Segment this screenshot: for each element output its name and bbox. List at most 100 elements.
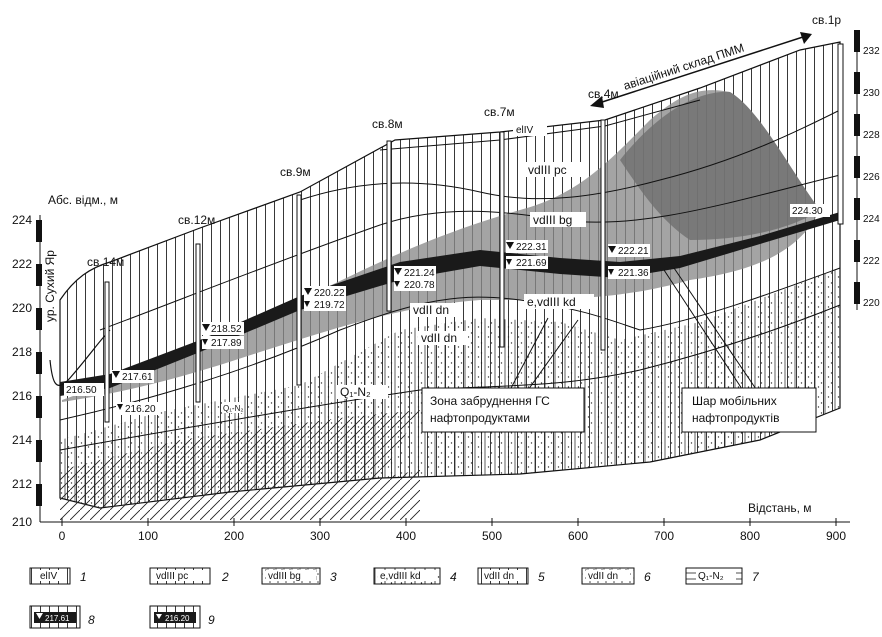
left-axis: 224 222 220 218 216 214 212 210 Абс. від… [12, 193, 118, 529]
well-name-9m: св.9м [280, 165, 311, 179]
svg-text:vdII dn: vdII dn [484, 571, 514, 582]
svg-text:5: 5 [538, 570, 545, 584]
layer-q-zone [60, 410, 420, 508]
svg-text:217.61: 217.61 [45, 614, 70, 623]
layer-label-q-small: Q₁-N₂ [223, 404, 243, 413]
svg-text:8: 8 [88, 613, 95, 627]
level-9-upper: 220.22 [314, 288, 345, 299]
level-14-lower: 216.20 [125, 404, 156, 415]
layer-q-base [60, 470, 420, 520]
well-9m [296, 194, 302, 386]
svg-text:vdIII pc: vdIII pc [156, 571, 188, 582]
well-name-14m: св.14м [87, 255, 124, 269]
x-tick-800: 800 [740, 529, 760, 543]
well-name-8m: св.8м [372, 117, 403, 131]
svg-text:e,vdIII kd: e,vdIII kd [380, 571, 421, 582]
level-1p-upper: 224.30 [792, 206, 823, 217]
x-tick-400: 400 [396, 529, 416, 543]
x-tick-700: 700 [654, 529, 674, 543]
well-12m [195, 243, 201, 403]
x-tick-600: 600 [568, 529, 588, 543]
zone-callout-line2: нафтопродуктами [430, 411, 530, 425]
level-14-upper: 217.61 [122, 372, 153, 383]
layer-label-elIV: elIV [516, 125, 534, 136]
contamination-core [620, 91, 820, 240]
layer-label-pc: vdIII pc [528, 163, 567, 177]
y-tick-212: 212 [12, 477, 32, 491]
legend-item-9: 216.20 9 [149, 605, 215, 629]
mobile-callout-line1: Шар мобільних [692, 394, 777, 408]
level-4-upper: 222.21 [618, 246, 649, 257]
svg-text:elIV: elIV [40, 571, 58, 582]
legend-item-8: 217.61 8 [29, 605, 95, 629]
well-name-4m: св.4м [588, 87, 619, 101]
svg-text:2: 2 [221, 570, 229, 584]
legend-item-3: vdIII bg 3 [261, 567, 337, 585]
legend-item-7: Q₁-N₂ 7 [685, 567, 760, 585]
y-tick-224: 224 [12, 213, 32, 227]
legend: elIV 1 vdIII pc 2 vdIII bg 3 e,vdIII kd … [29, 567, 760, 629]
well-14m [104, 281, 110, 423]
y-axis-title: Абс. відм., м [48, 193, 118, 207]
level-12-lower: 217.89 [211, 338, 242, 349]
layer-label-dn2: vdII dn [421, 331, 457, 345]
boundary-elIV [379, 99, 701, 151]
legend-item-6: vdII dn 6 [581, 567, 651, 585]
svg-text:vdII dn: vdII dn [588, 571, 618, 582]
svg-text:4: 4 [450, 570, 457, 584]
wells [104, 43, 844, 423]
mobile-callout-line2: нафтопродуктів [692, 411, 779, 425]
well-1p [837, 43, 844, 225]
layer-label-qn: Q₁-N₂ [340, 385, 371, 399]
ry-tick-224: 224 [863, 214, 880, 225]
ravine-surface [49, 329, 111, 386]
ry-tick-222: 222 [863, 256, 880, 267]
ry-tick-230: 230 [863, 88, 880, 99]
layer-label-kd: e,vdIII kd [527, 295, 576, 309]
boundary-bg [99, 174, 841, 331]
ry-tick-232: 232 [863, 46, 880, 57]
y-tick-214: 214 [12, 433, 32, 447]
legend-item-1: elIV 1 [29, 567, 87, 585]
y-tick-220: 220 [12, 301, 32, 315]
x-tick-300: 300 [310, 529, 330, 543]
y-tick-216: 216 [12, 389, 32, 403]
well-8m [386, 140, 392, 312]
svg-text:3: 3 [330, 570, 337, 584]
svg-text:1: 1 [80, 570, 87, 584]
level-8-upper: 221.24 [404, 268, 435, 279]
svg-text:9: 9 [208, 613, 215, 627]
right-axis: 232 230 228 226 224 222 220 [854, 30, 880, 310]
svg-text:vdIII bg: vdIII bg [268, 571, 301, 582]
legend-item-5: vdII dn 5 [477, 567, 545, 585]
legend-item-4: e,vdIII kd 4 [373, 567, 457, 585]
boundary-dn-lower [59, 304, 841, 451]
layer-label-bg: vdIII bg [533, 213, 572, 227]
x-tick-0: 0 [59, 529, 66, 543]
zone-callout-box [421, 387, 585, 433]
legend-item-2: vdIII pc 2 [149, 567, 229, 585]
mobile-callout-box [681, 387, 817, 433]
well-name-7m: св.7м [484, 105, 515, 119]
svg-text:6: 6 [644, 570, 651, 584]
layer-labels: elIV vdIII pc vdIII bg e,vdIII kd vdII d… [222, 122, 594, 413]
y-tick-218: 218 [12, 345, 32, 359]
svg-text:216.20: 216.20 [165, 614, 190, 623]
ry-tick-226: 226 [863, 172, 880, 183]
ry-tick-220: 220 [863, 298, 880, 309]
x-tick-100: 100 [138, 529, 158, 543]
level-4-lower: 221.36 [618, 268, 649, 279]
ry-tick-228: 228 [863, 130, 880, 141]
x-tick-900: 900 [826, 529, 846, 543]
well-name-12m: св.12м [178, 213, 215, 227]
level-7-lower: 221.69 [516, 258, 547, 269]
svg-text:Q₁-N₂: Q₁-N₂ [698, 571, 724, 582]
well-4m [600, 119, 606, 351]
layer-label-dn1: vdII dn [413, 303, 449, 317]
y-tick-210: 210 [12, 515, 32, 529]
callouts: Зона забруднення ГС нафтопродуктами Шар … [421, 267, 817, 433]
zone-callout-line1: Зона забруднення ГС [430, 394, 550, 408]
well-name-1p: св.1р [812, 13, 841, 27]
